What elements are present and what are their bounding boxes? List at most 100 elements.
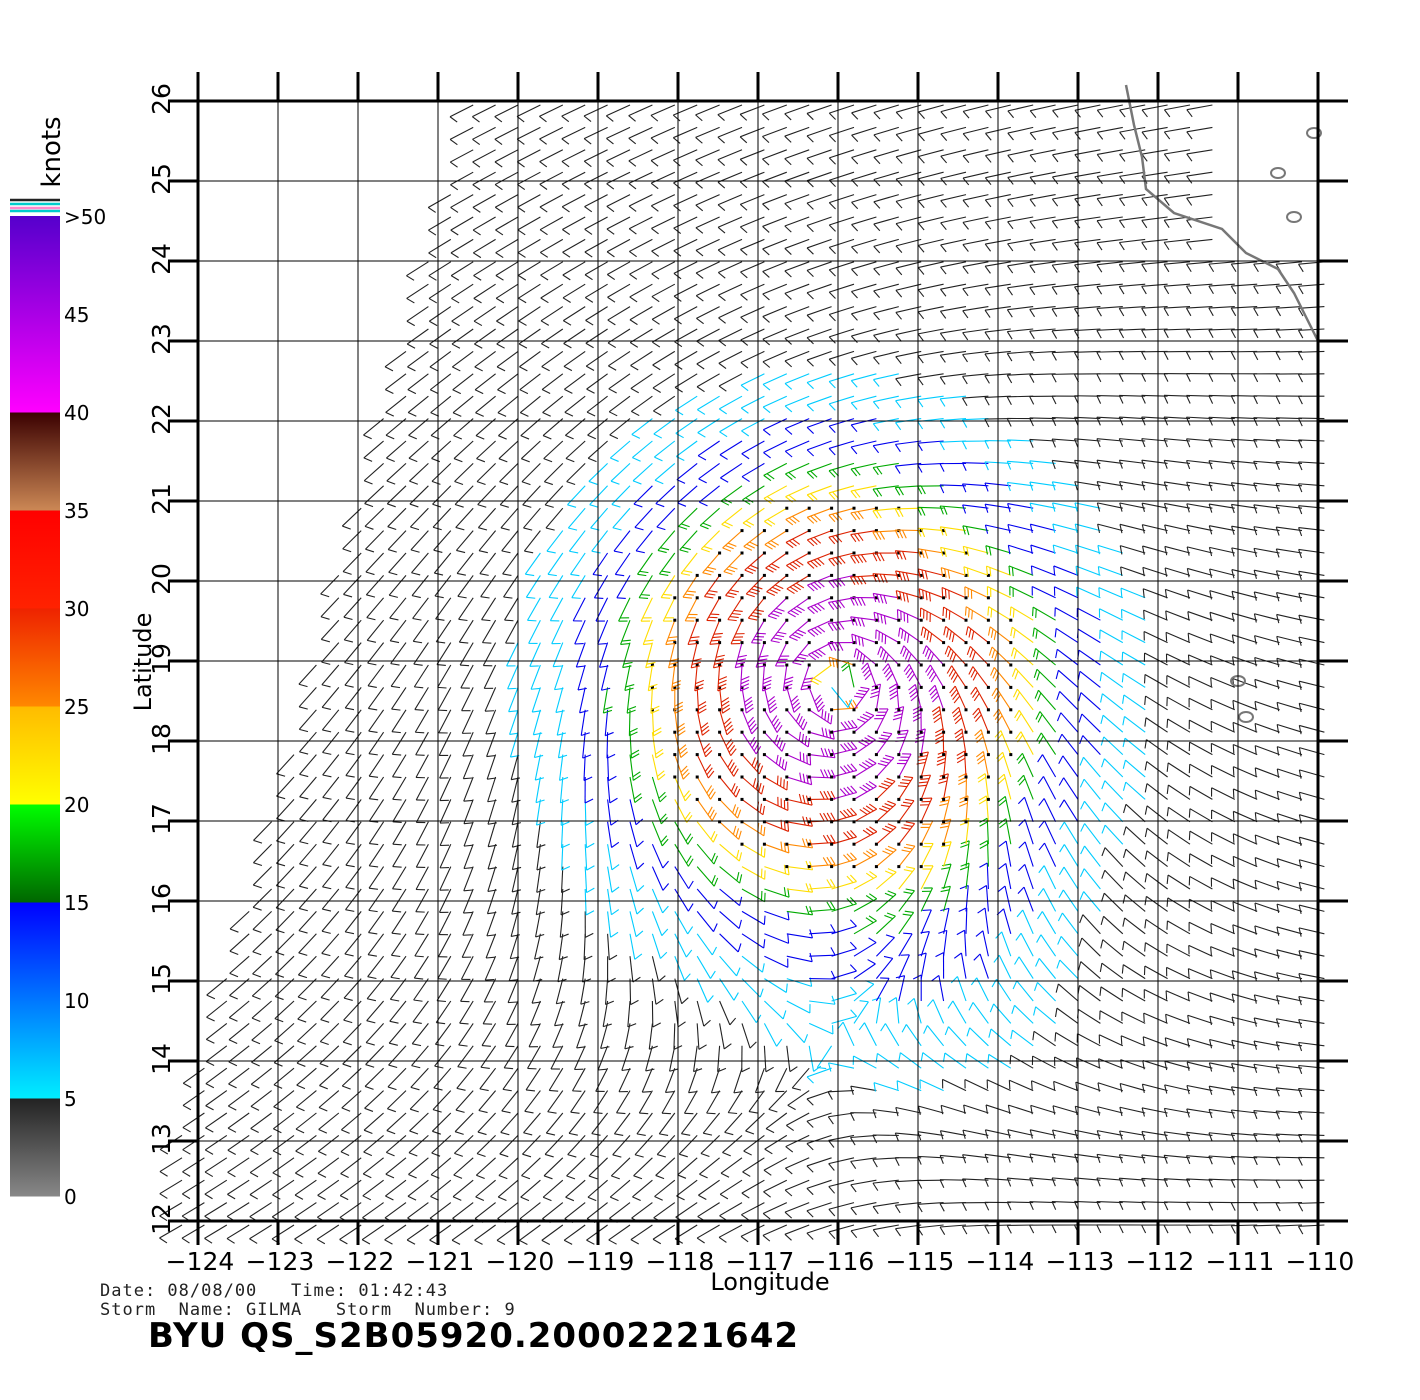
wind-barb <box>297 955 317 979</box>
wind-barb <box>1122 871 1146 890</box>
wind-barb <box>1037 888 1057 912</box>
wind-barb <box>1029 395 1056 405</box>
wind-barb <box>1166 718 1191 733</box>
wind-barb <box>806 171 832 188</box>
wind-barb <box>1051 1153 1079 1163</box>
wind-barb <box>343 619 362 643</box>
island <box>1306 127 1322 139</box>
wind-barb <box>730 618 745 645</box>
wind-barb <box>607 754 617 782</box>
wind-barb <box>1210 854 1236 868</box>
wind-barb <box>1163 481 1191 491</box>
wind-barb <box>276 754 295 777</box>
wind-barb <box>1101 847 1124 867</box>
wind-barb <box>1015 932 1034 957</box>
wind-barb <box>1275 306 1303 317</box>
wind-barb <box>322 754 340 778</box>
wind-barb <box>1275 439 1303 449</box>
wind-barb <box>1076 1009 1101 1024</box>
wind-barb <box>762 753 788 771</box>
wind-barb <box>873 373 899 387</box>
wind-barb <box>977 773 990 801</box>
wind-barb <box>250 1067 272 1089</box>
wind-barb <box>630 373 653 394</box>
wind-barb <box>1096 149 1123 162</box>
wind-barb <box>1253 504 1280 514</box>
wind-barb <box>518 328 541 349</box>
wind-barb <box>1036 934 1057 957</box>
wind-barb <box>606 216 631 235</box>
wind-barb <box>1185 350 1213 360</box>
wind-barb <box>1052 1129 1079 1139</box>
wind-barb <box>367 664 385 688</box>
wind-barb <box>719 866 743 884</box>
wind-barb <box>1276 880 1303 891</box>
wind-barb <box>408 1157 429 1179</box>
wind-barb <box>1186 1038 1213 1048</box>
wind-barb <box>1074 481 1101 491</box>
wind-barb <box>695 216 720 234</box>
wind-barb <box>806 261 832 277</box>
wind-barb <box>584 171 608 190</box>
wind-barb <box>457 575 474 599</box>
wind-barb <box>487 821 498 848</box>
wind-barb <box>476 463 496 486</box>
wind-barb <box>577 664 587 691</box>
wind-barb <box>1188 676 1213 688</box>
wind-barb <box>1141 283 1168 295</box>
wind-barb <box>1007 261 1034 274</box>
wind-barb <box>1029 350 1056 362</box>
wind-barb <box>1144 918 1168 935</box>
wind-barb <box>1056 712 1079 733</box>
wind-barb <box>320 619 340 643</box>
wind-barb <box>920 865 934 890</box>
wind-barb <box>612 1135 631 1158</box>
wind-barb <box>629 238 653 258</box>
wind-barb <box>664 1068 676 1094</box>
wind-barb <box>1230 283 1258 295</box>
wind-barb <box>495 238 519 258</box>
wind-barb <box>1232 810 1258 823</box>
wind-barb <box>942 606 968 622</box>
wind-barb <box>1208 1201 1235 1211</box>
wind-barb <box>946 665 968 689</box>
wind-barb <box>808 1045 822 1072</box>
wind-barb <box>1253 1179 1280 1189</box>
wind-barb <box>461 709 474 734</box>
wind-barb <box>463 844 474 870</box>
wind-barb <box>962 1154 989 1164</box>
wind-barb <box>1186 1131 1213 1141</box>
wind-barb <box>1077 649 1101 666</box>
wind-barb <box>391 888 407 913</box>
wind-barb <box>990 667 1013 689</box>
wind-barb <box>919 820 934 846</box>
wind-barb <box>1211 809 1236 823</box>
wind-barb <box>895 975 906 1002</box>
colorbar-tick-label: 30 <box>64 597 89 621</box>
wind-barb <box>941 863 952 890</box>
wind-barb <box>1275 1018 1303 1028</box>
wind-barb <box>695 685 707 714</box>
wind-barb <box>806 1157 832 1173</box>
y-tick-label: 21 <box>147 483 176 515</box>
wind-barb <box>486 732 497 758</box>
wind-barb <box>870 683 882 712</box>
wind-barb <box>993 954 1012 979</box>
wind-barb <box>1165 1013 1191 1024</box>
wind-barb <box>548 575 564 599</box>
wind-barb <box>159 1179 183 1199</box>
wind-barb <box>365 575 385 598</box>
colorbar-band <box>10 1000 60 1099</box>
wind-barb <box>229 933 250 955</box>
wind-barb <box>1187 654 1213 666</box>
wind-barb <box>414 687 429 711</box>
wind-barb <box>298 709 317 733</box>
wind-barb <box>961 418 989 428</box>
wind-barb <box>806 373 832 390</box>
wind-barb <box>1144 942 1168 957</box>
wind-barb <box>1165 610 1191 621</box>
wind-barb <box>1143 631 1168 644</box>
wind-barb <box>912 705 923 734</box>
wind-barb <box>718 730 737 757</box>
wind-barb <box>895 729 909 757</box>
